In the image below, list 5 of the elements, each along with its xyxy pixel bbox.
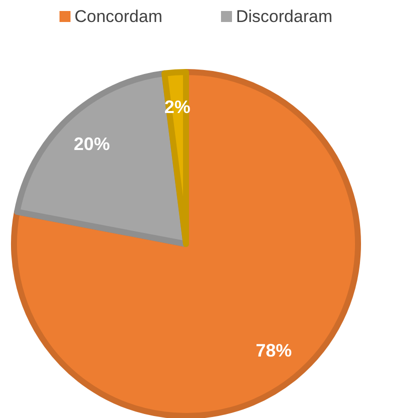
data-label: 78% <box>256 340 292 360</box>
data-label: 2% <box>164 96 190 117</box>
data-label: 20% <box>74 134 110 154</box>
legend-label: Discordaram <box>236 7 332 26</box>
legend-label: Concordam <box>74 7 162 26</box>
